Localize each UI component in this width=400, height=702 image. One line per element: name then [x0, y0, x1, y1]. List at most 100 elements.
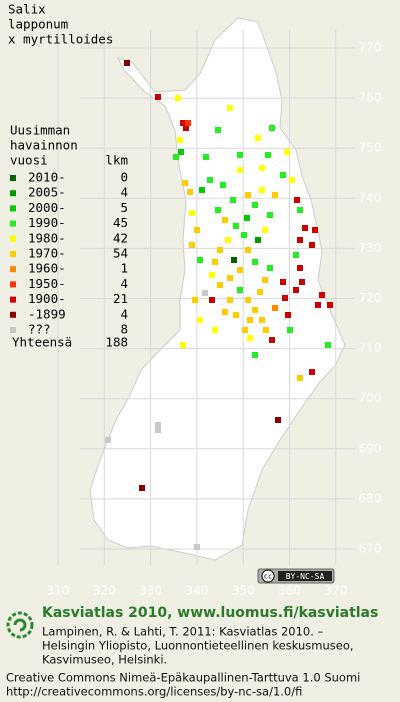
observation-square: [267, 212, 273, 218]
observation-square: [194, 544, 200, 550]
footer: Kasviatlas 2010, www.luomus.fi/kasviatla…: [6, 605, 378, 699]
observation-square: [242, 327, 248, 333]
x-tick-label: 330: [139, 584, 162, 598]
license-line: http://creativecommons.org/licenses/by-n…: [6, 685, 302, 699]
observation-square: [222, 309, 228, 315]
observation-square: [262, 227, 268, 233]
legend-count: 4: [120, 306, 128, 321]
observation-square: [325, 342, 331, 348]
logo: [6, 611, 34, 639]
legend-count: 8: [120, 322, 128, 337]
observation-square: [173, 154, 179, 160]
observation-square: [209, 297, 215, 303]
observation-square: [259, 317, 265, 323]
y-tick-label: 710: [359, 341, 382, 355]
observation-square: [237, 152, 243, 158]
legend-label: ???: [28, 322, 51, 337]
legend-label: -1899: [28, 306, 66, 321]
observation-square: [197, 257, 203, 263]
observation-square: [245, 297, 251, 303]
citation-line: Lampinen, R. & Lahti, T. 2011: Kasviatla…: [42, 625, 324, 639]
observation-square: [284, 149, 290, 155]
observation-square: [259, 165, 265, 171]
observation-square: [233, 312, 239, 318]
observation-square: [180, 120, 186, 126]
legend-count: 45: [113, 215, 128, 230]
observation-square: [297, 207, 303, 213]
legend-label: 2005-: [28, 185, 66, 200]
observation-square: [185, 120, 191, 126]
legend-swatch: [10, 220, 16, 227]
observation-square: [294, 197, 300, 203]
observation-square: [155, 427, 161, 433]
observation-square: [255, 135, 261, 141]
observation-square: [287, 327, 293, 333]
cc-badge: cc BY-NC-SA: [257, 568, 335, 584]
legend-header: vuosi: [10, 153, 48, 168]
x-tick-label: 350: [232, 584, 255, 598]
y-tick-label: 760: [359, 91, 382, 105]
observation-square: [245, 247, 251, 253]
legend-count: 4: [120, 276, 128, 291]
observation-square: [222, 217, 228, 223]
observation-square: [252, 259, 258, 265]
y-tick-label: 700: [359, 391, 382, 405]
observation-square: [297, 265, 303, 271]
x-tick-label: 360: [278, 584, 301, 598]
observation-square: [297, 237, 303, 243]
total: 188: [105, 335, 128, 350]
observation-square: [231, 257, 237, 263]
observation-square: [280, 279, 286, 285]
observation-square: [215, 207, 221, 213]
y-tick-label: 750: [359, 141, 382, 155]
observation-square: [203, 154, 209, 160]
observation-square: [269, 125, 275, 131]
observation-square: [217, 247, 223, 253]
observation-square: [275, 417, 281, 423]
legend-swatch: [10, 296, 16, 303]
observation-square: [293, 252, 299, 258]
observation-square: [257, 289, 263, 295]
citation-line: Kasvimuseo, Helsinki.: [42, 653, 167, 667]
legend-label: 1990-: [28, 215, 66, 230]
observation-square: [280, 172, 286, 178]
legend-swatch: [10, 311, 16, 318]
observation-square: [155, 422, 161, 428]
legend-swatch: [10, 281, 16, 288]
legend-swatch: [10, 190, 16, 197]
legend-label: 2010-: [28, 170, 66, 185]
title: Salix lapponum x myrtilloides: [8, 2, 113, 47]
observation-square: [182, 180, 188, 186]
observation-square: [252, 352, 258, 358]
observation-square: [189, 210, 195, 216]
observation-square: [105, 437, 111, 443]
total-label: Yhteensä: [12, 335, 72, 350]
legend-swatch: [10, 266, 16, 273]
legend-header: Uusimman: [10, 123, 70, 138]
observation-square: [309, 369, 315, 375]
legend-header: havainnon: [10, 138, 78, 153]
observation-square: [194, 227, 200, 233]
observation-square: [187, 189, 193, 195]
observation-square: [309, 242, 315, 248]
legend-count: 1: [120, 261, 128, 276]
license-line: Creative Commons Nimeä-Epäkaupallinen-Ta…: [6, 671, 360, 685]
legend-swatch: [10, 205, 16, 212]
y-tick-label: 680: [359, 491, 382, 505]
legend-count: 42: [113, 230, 128, 245]
legend-header: lkm: [105, 153, 128, 168]
observation-square: [237, 267, 243, 273]
observation-square: [315, 302, 321, 308]
legend-count: 0: [120, 170, 128, 185]
legend-count: 5: [120, 200, 128, 215]
observation-square: [227, 275, 233, 281]
observation-square: [199, 187, 205, 193]
observation-square: [282, 295, 288, 301]
observation-square: [202, 290, 208, 296]
observation-square: [252, 307, 258, 313]
legend: Uusimman havainnon vuosi lkm Yhteensä 18…: [10, 123, 128, 350]
y-tick-label: 690: [359, 441, 382, 455]
observation-square: [237, 287, 243, 293]
legend-count: 54: [113, 246, 128, 261]
